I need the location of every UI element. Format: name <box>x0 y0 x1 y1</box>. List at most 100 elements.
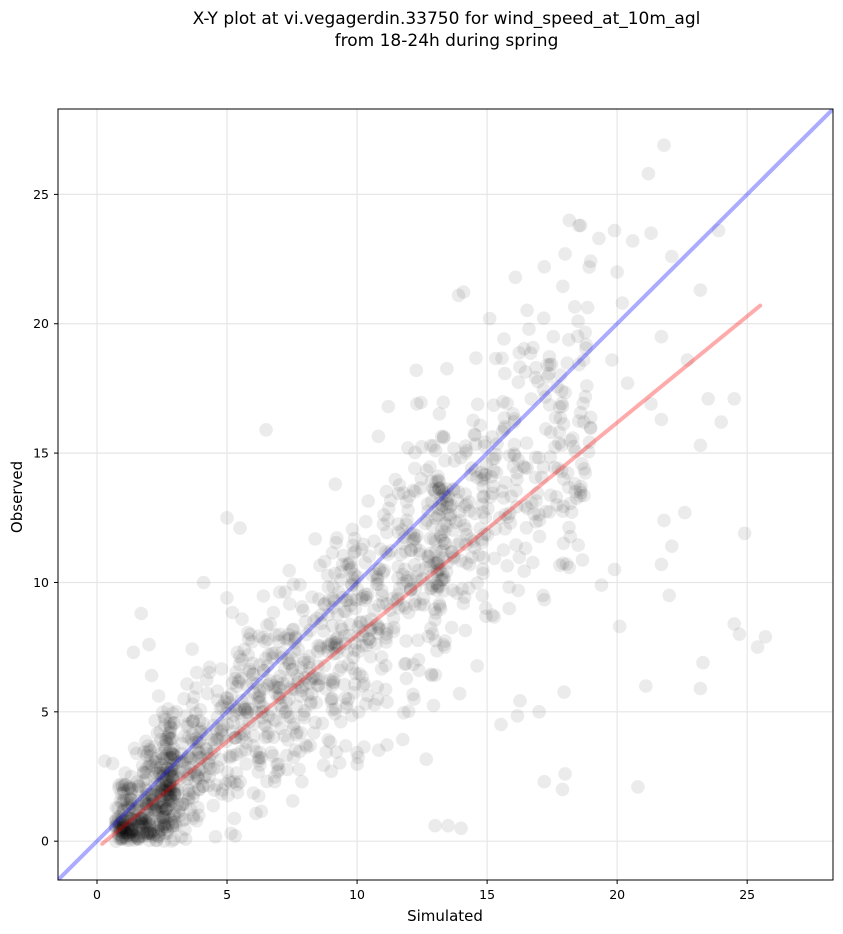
data-point <box>321 644 335 659</box>
data-point <box>132 826 146 840</box>
data-point <box>555 399 570 414</box>
data-point <box>577 415 591 429</box>
data-point <box>153 783 168 797</box>
data-point <box>232 706 247 720</box>
data-point <box>134 606 148 621</box>
data-point <box>271 690 285 705</box>
data-point <box>385 591 400 606</box>
data-point <box>130 782 145 797</box>
data-point <box>387 620 401 635</box>
data-point <box>115 832 129 846</box>
data-point <box>574 485 588 500</box>
data-point <box>180 779 194 793</box>
data-point <box>159 801 174 816</box>
data-point <box>286 750 301 765</box>
data-point <box>263 617 278 631</box>
data-point <box>594 578 609 592</box>
data-point <box>220 765 235 779</box>
data-point <box>480 528 495 542</box>
data-point <box>678 505 692 520</box>
data-point <box>435 567 450 581</box>
data-point <box>528 370 543 385</box>
data-point <box>358 593 373 608</box>
data-point <box>282 692 296 706</box>
data-point <box>277 631 292 645</box>
data-point <box>155 705 170 719</box>
data-point <box>272 688 287 702</box>
data-point <box>431 554 446 569</box>
data-point <box>329 638 344 653</box>
data-point <box>158 809 172 824</box>
data-point <box>149 755 163 769</box>
data-point <box>429 583 444 598</box>
data-point <box>274 698 288 713</box>
data-point <box>328 566 342 581</box>
data-point <box>343 598 358 613</box>
data-point <box>271 681 286 695</box>
data-point <box>427 556 442 570</box>
data-point <box>189 735 204 749</box>
data-point <box>163 798 177 812</box>
data-point <box>737 526 752 541</box>
data-point <box>115 831 129 846</box>
data-point <box>131 831 146 845</box>
data-point <box>428 633 443 648</box>
data-point <box>210 732 224 747</box>
data-point <box>129 804 144 818</box>
data-point <box>295 600 309 614</box>
data-point <box>365 568 379 582</box>
data-point <box>371 621 385 635</box>
data-point <box>146 797 160 811</box>
data-point <box>420 513 435 528</box>
data-point <box>308 532 323 546</box>
data-point <box>399 656 413 671</box>
data-point <box>495 351 509 366</box>
data-point <box>437 640 452 654</box>
data-point <box>130 775 145 789</box>
data-point <box>160 823 175 837</box>
data-point <box>167 787 182 801</box>
data-point <box>268 646 282 660</box>
data-point <box>215 728 230 742</box>
data-point <box>150 785 164 799</box>
data-point <box>554 464 569 478</box>
data-point <box>240 691 254 706</box>
data-point <box>243 627 258 642</box>
data-point <box>126 818 141 832</box>
data-point <box>286 717 301 731</box>
data-point <box>437 524 452 539</box>
data-point <box>578 466 593 480</box>
data-point <box>451 537 466 552</box>
data-point <box>476 480 491 494</box>
data-point <box>380 695 394 709</box>
data-point <box>168 753 182 768</box>
data-point <box>345 570 360 585</box>
data-point <box>359 614 374 629</box>
data-point <box>154 732 168 747</box>
data-point <box>128 822 143 837</box>
data-point <box>192 734 206 749</box>
data-point <box>157 795 171 810</box>
data-point <box>124 782 139 796</box>
data-point <box>119 829 133 844</box>
data-point <box>345 661 360 676</box>
data-point <box>224 826 238 841</box>
data-point <box>125 825 139 839</box>
data-point <box>388 472 403 487</box>
data-point <box>536 311 551 326</box>
data-point <box>163 779 178 794</box>
data-point <box>557 685 571 699</box>
data-point <box>356 628 370 643</box>
data-point <box>233 726 248 740</box>
data-point <box>172 800 187 815</box>
data-point <box>324 694 339 709</box>
data-point <box>118 825 133 839</box>
data-point <box>196 779 210 793</box>
data-point <box>458 446 473 460</box>
data-point <box>132 779 146 794</box>
data-point <box>421 549 435 563</box>
data-point <box>359 590 374 605</box>
data-point <box>342 557 356 572</box>
data-point <box>374 650 389 664</box>
data-point <box>181 730 196 745</box>
